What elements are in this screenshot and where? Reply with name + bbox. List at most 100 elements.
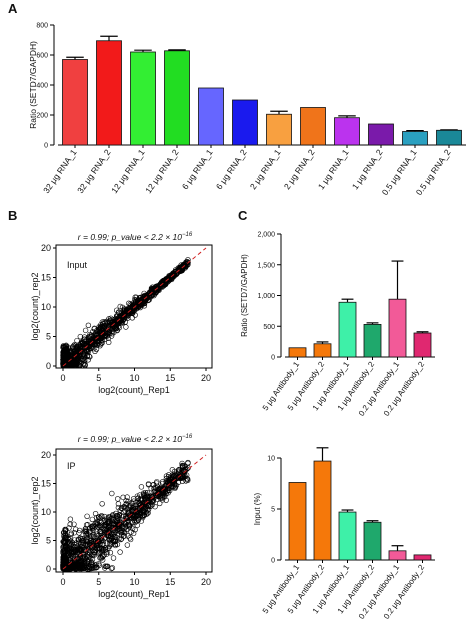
- data-point: [105, 522, 112, 528]
- data-point: [97, 549, 103, 555]
- bar: [402, 131, 428, 146]
- y-axis-label: Input (%): [253, 492, 262, 525]
- data-point: [62, 345, 69, 351]
- data-point: [145, 510, 151, 516]
- data-point: [144, 490, 151, 496]
- data-point: [163, 277, 169, 283]
- data-point: [106, 339, 112, 346]
- panel-label-a: A: [8, 1, 18, 16]
- data-point: [175, 479, 181, 486]
- x-tick-label: 0: [60, 373, 65, 383]
- panel-label-b: B: [8, 208, 17, 223]
- data-point: [137, 299, 143, 305]
- data-point: [144, 292, 150, 298]
- data-point: [172, 483, 178, 490]
- data-point: [130, 530, 137, 537]
- data-point: [183, 478, 189, 484]
- data-point: [125, 315, 131, 321]
- data-point: [179, 462, 185, 469]
- bar: [130, 51, 156, 146]
- data-point: [62, 352, 68, 358]
- data-point: [76, 537, 82, 543]
- data-point: [80, 344, 86, 350]
- data-point: [97, 541, 103, 547]
- data-point: [122, 508, 128, 514]
- data-point: [62, 528, 69, 534]
- data-point: [74, 353, 81, 360]
- annotation-exponent: −16: [182, 434, 193, 440]
- data-point: [101, 513, 108, 520]
- data-point: [138, 518, 145, 524]
- data-point: [72, 549, 79, 555]
- bar: [313, 343, 332, 358]
- x-tick-label: 10: [129, 373, 139, 383]
- data-point: [72, 526, 79, 532]
- data-point: [71, 530, 78, 536]
- data-point: [111, 517, 117, 523]
- data-point: [121, 503, 127, 510]
- data-point: [117, 549, 123, 555]
- x-tick-label: 20: [201, 373, 211, 383]
- data-point: [132, 514, 139, 521]
- data-point: [124, 542, 131, 548]
- bar: [288, 347, 307, 358]
- data-point: [132, 294, 138, 300]
- trend-line: [62, 454, 207, 570]
- data-point: [99, 501, 105, 507]
- data-point: [79, 558, 86, 564]
- data-point: [69, 361, 75, 368]
- data-point: [158, 280, 164, 287]
- data-point: [79, 555, 85, 561]
- data-point: [63, 347, 69, 353]
- data-point: [114, 313, 120, 320]
- data-point: [123, 324, 129, 330]
- data-point: [148, 503, 154, 509]
- bar: [96, 40, 122, 146]
- bar: [62, 59, 88, 146]
- data-point: [158, 490, 164, 497]
- data-point: [109, 490, 115, 497]
- y-tick-label: 15: [41, 479, 51, 489]
- data-point: [85, 531, 91, 537]
- scatter-input-inset-label: Input: [67, 260, 88, 270]
- data-point: [83, 531, 89, 537]
- data-point: [72, 543, 78, 550]
- y-tick-label: 10: [41, 507, 51, 517]
- x-tick-label: 15: [165, 577, 175, 587]
- x-tick-label: 12 μg RNA_1: [109, 147, 147, 195]
- data-point: [141, 493, 148, 499]
- data-point: [96, 524, 102, 531]
- data-point: [91, 564, 97, 571]
- x-tick-label: 10: [129, 577, 139, 587]
- y-tick-label: 0: [271, 355, 275, 362]
- data-point: [146, 503, 152, 509]
- bar: [164, 50, 190, 146]
- y-tick-label: 600: [36, 53, 48, 60]
- data-point: [122, 521, 128, 527]
- data-point: [108, 536, 114, 542]
- x-tick-label: 6 μg RNA_2: [214, 147, 249, 191]
- x-tick-label: 1 μg RNA_2: [350, 147, 385, 191]
- bar: [198, 87, 224, 146]
- y-tick-label: 5: [46, 536, 51, 546]
- data-point: [81, 351, 87, 358]
- data-point: [108, 565, 115, 572]
- y-tick-label: 5: [46, 332, 51, 342]
- data-point: [140, 297, 146, 303]
- data-point: [115, 504, 122, 511]
- bar: [288, 482, 307, 561]
- bar: [413, 332, 432, 358]
- data-point: [76, 547, 82, 554]
- data-point: [91, 549, 98, 556]
- data-point: [90, 551, 97, 558]
- data-point: [61, 350, 67, 357]
- annotation-exponent: −16: [182, 232, 193, 238]
- bar: [388, 298, 407, 358]
- data-point: [94, 332, 100, 338]
- data-point: [82, 327, 89, 334]
- data-point: [60, 529, 67, 536]
- data-point: [88, 559, 94, 566]
- data-point: [78, 341, 84, 347]
- bar: [338, 511, 357, 561]
- data-point: [138, 497, 144, 504]
